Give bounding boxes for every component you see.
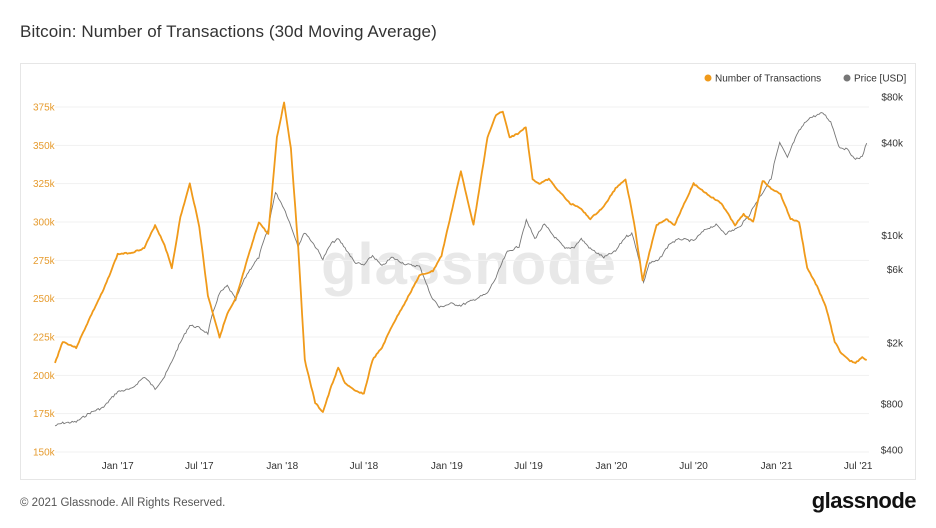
watermark: glassnode	[321, 232, 617, 297]
y-tick-right-label: $800	[881, 399, 904, 410]
chart-title: Bitcoin: Number of Transactions (30d Mov…	[20, 22, 437, 41]
y-tick-right-label: $80k	[881, 93, 904, 104]
legend-item-transactions[interactable]: Number of Transactions	[715, 74, 821, 85]
y-tick-left-label: 200k	[33, 371, 56, 382]
y-tick-right-label: $400	[881, 446, 904, 457]
y-axis-left: 150k 175k 200k 225k 250k 275k 300k 325k 350k 375k	[33, 103, 56, 459]
legend-marker-transactions	[704, 74, 712, 82]
y-tick-left-label: 300k	[33, 218, 56, 229]
y-tick-left-label: 275k	[33, 256, 56, 267]
y-axis-right: $400 $800 $2k $6k $10k $40k $80k	[881, 93, 904, 457]
y-tick-left-label: 325k	[33, 179, 56, 190]
x-tick-label: Jan '21	[761, 461, 793, 472]
legend-item-price[interactable]: Price [USD]	[854, 74, 906, 85]
x-tick-label: Jan '17	[102, 461, 134, 472]
x-axis: Jan '17 Jul '17 Jan '18 Jul '18 Jan '19 Jul '…	[102, 461, 873, 472]
x-tick-label: Jul '20	[679, 461, 708, 472]
transactions-line	[54, 101, 867, 413]
y-tick-right-label: $10k	[881, 231, 904, 242]
x-tick-label: Jan '18	[266, 461, 298, 472]
y-tick-left-label: 175k	[33, 409, 56, 420]
x-tick-label: Jul '18	[350, 461, 379, 472]
brand-logo[interactable]: glassnode	[811, 488, 917, 513]
legend[interactable]: Number of Transactions Price [USD]	[704, 74, 907, 85]
grid	[55, 106, 869, 453]
chart-svg: glassnode 150k 175k 200k 225k 250k 275k 300k 32…	[33, 74, 907, 473]
legend-marker-price	[843, 74, 851, 82]
chart-panel: glassnode 150k 175k 200k 225k 250k 275k 300k 32…	[20, 63, 916, 480]
x-tick-label: Jan '19	[431, 461, 463, 472]
x-tick-label: Jan '20	[596, 461, 628, 472]
series-lines	[54, 101, 868, 427]
y-tick-left-label: 225k	[33, 333, 56, 344]
y-tick-left-label: 350k	[33, 141, 56, 152]
price-line	[54, 112, 868, 427]
y-tick-right-label: $6k	[887, 265, 904, 276]
x-tick-label: Jul '17	[185, 461, 214, 472]
y-tick-left-label: 250k	[33, 294, 56, 305]
y-tick-left-label: 375k	[33, 103, 56, 114]
x-tick-label: Jul '21	[844, 461, 873, 472]
y-tick-right-label: $2k	[887, 338, 904, 349]
y-tick-right-label: $40k	[881, 139, 904, 150]
y-tick-left-label: 150k	[33, 448, 56, 459]
x-tick-label: Jul '19	[514, 461, 543, 472]
copyright: © 2021 Glassnode. All Rights Reserved.	[20, 497, 226, 509]
